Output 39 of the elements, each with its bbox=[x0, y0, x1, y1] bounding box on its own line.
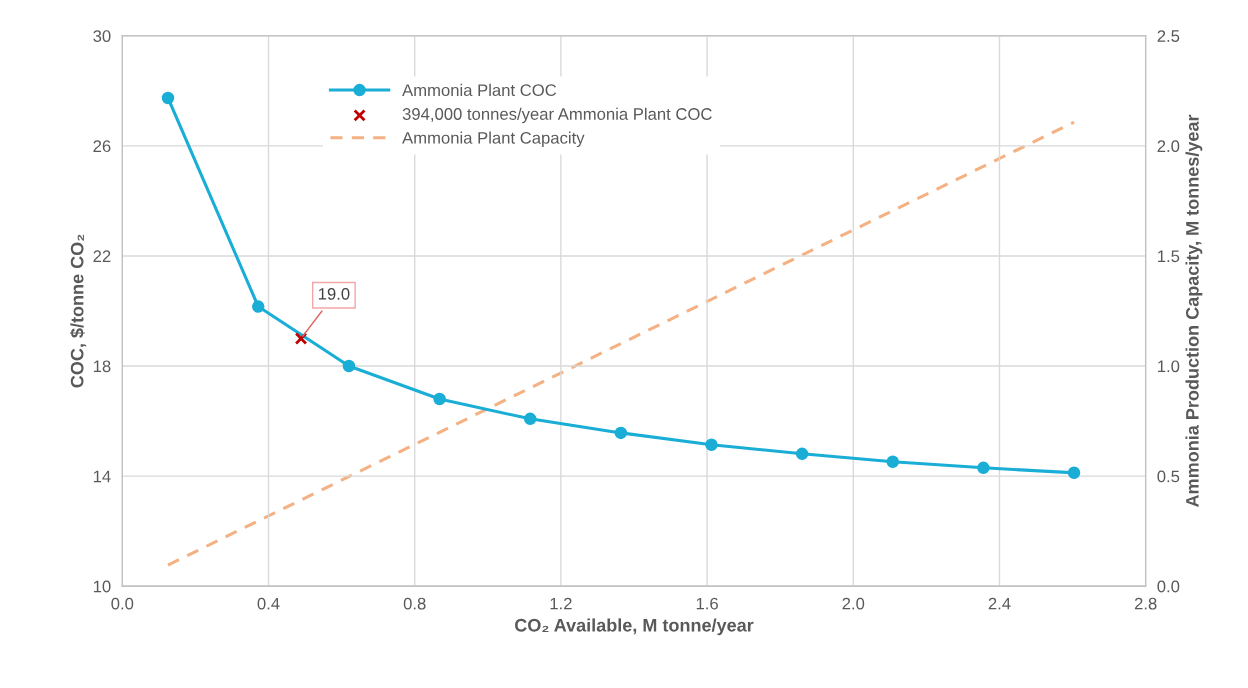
y-tick-label: 22 bbox=[93, 250, 111, 262]
y-tick-label: 30 bbox=[93, 30, 111, 42]
point bbox=[342, 359, 356, 373]
point bbox=[886, 455, 899, 469]
x-tick-label: 2.4 bbox=[988, 597, 1011, 610]
point bbox=[161, 91, 175, 105]
x-tick-label: 2.8 bbox=[1134, 597, 1157, 610]
y2-tick-label: 2.0 bbox=[1157, 140, 1180, 153]
point bbox=[523, 412, 537, 426]
point bbox=[795, 447, 809, 461]
y-tick-label: 18 bbox=[93, 360, 111, 373]
y-tick-label: 10 bbox=[93, 580, 111, 593]
point bbox=[252, 300, 265, 313]
point bbox=[614, 426, 628, 440]
point bbox=[433, 392, 446, 406]
y2-tick-label: 1.5 bbox=[1158, 250, 1180, 263]
point bbox=[705, 438, 718, 451]
y2-tick-label: 2.5 bbox=[1157, 30, 1180, 42]
point bbox=[1067, 466, 1081, 480]
x-tick-label: 0.8 bbox=[403, 597, 426, 610]
x-tick-label: 0.0 bbox=[111, 597, 134, 610]
point bbox=[294, 332, 308, 345]
y-tick-label: 14 bbox=[93, 470, 111, 483]
legend-label: Ammonia Plant COC bbox=[402, 83, 557, 97]
legend-label: 394,000 tonnes/year Ammonia Plant COC bbox=[402, 107, 712, 124]
point bbox=[977, 461, 990, 475]
x-tick-label: 0.4 bbox=[257, 597, 280, 610]
y-axis-title: COC, $/tonne CO₂ bbox=[69, 234, 87, 388]
annotation: 19.0 bbox=[318, 287, 350, 300]
y2-tick-label: 0.0 bbox=[1157, 580, 1180, 593]
y-tick-label: 26 bbox=[93, 140, 111, 153]
legend-label: Ammonia Plant Capacity bbox=[402, 131, 585, 148]
x-tick-label: 1.6 bbox=[696, 597, 718, 610]
y2-axis-title: Ammonia Production Capacity, M tonnes/year bbox=[1185, 114, 1203, 507]
x-tick-label: 2.0 bbox=[842, 597, 865, 610]
y2-tick-label: 0.5 bbox=[1157, 470, 1180, 483]
y2-tick-label: 1.0 bbox=[1158, 360, 1180, 373]
x-axis-title: CO₂ Available, M tonne/year bbox=[515, 618, 754, 636]
x-tick-label: 1.2 bbox=[550, 597, 572, 610]
